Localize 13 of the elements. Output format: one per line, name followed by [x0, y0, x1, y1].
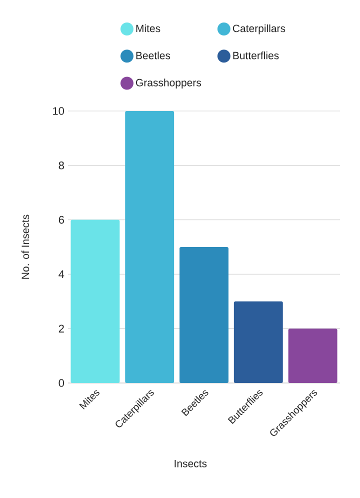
y-tick-label: 6 [58, 216, 64, 224]
legend-label: Grasshoppers [136, 78, 202, 88]
y-tick-label: 2 [58, 324, 64, 332]
legend-label: Mites [136, 24, 160, 32]
y-tick-label: 0 [58, 379, 64, 387]
y-axis-title: No. of Insects [21, 214, 30, 279]
y-tick-label: 8 [58, 162, 64, 170]
y-tick-label: 10 [53, 107, 64, 115]
legend-label: Beetles [136, 52, 170, 60]
legend-label: Caterpillars [232, 24, 286, 34]
y-tick-label: 4 [58, 270, 64, 278]
x-axis-title: Insects [174, 460, 207, 468]
legend-label: Butterflies [233, 52, 279, 60]
